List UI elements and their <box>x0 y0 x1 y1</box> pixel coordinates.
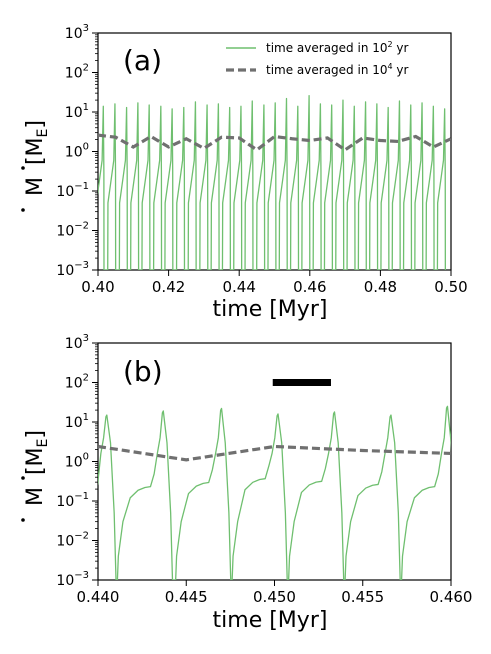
x-axis-label-a: time [Myr] <box>213 297 328 322</box>
y-tick-label-b-6: 103 <box>65 333 89 352</box>
legend-dashed-text: time averaged in 10 <box>266 63 388 77</box>
x-tick-label-a-1: 0.42 <box>152 278 185 296</box>
y-tick-exp-a-0: −3 <box>74 260 89 271</box>
y-tick-exp-a-2: −1 <box>74 181 89 192</box>
y-tick-label-b-5: 102 <box>65 373 89 392</box>
y-tick-label-a-0: 10−3 <box>56 260 89 279</box>
y-tick-base-a-2: 10 <box>56 184 74 200</box>
y-axis-label-b: M[ME] <box>21 430 51 522</box>
series-solid-b <box>98 405 451 580</box>
y-tick-exp-b-6: 3 <box>83 333 89 344</box>
y-tick-exp-a-4: 1 <box>83 102 89 113</box>
y-tick-base-b-1: 10 <box>56 534 74 550</box>
y-label-a-bracket-close: ] <box>23 120 48 129</box>
y-tick-base-a-4: 10 <box>65 105 83 121</box>
y-tick-label-a-1: 10−2 <box>56 221 89 240</box>
x-tick-label-a-0: 0.40 <box>81 278 114 296</box>
y-tick-label-b-3: 100 <box>65 452 89 471</box>
legend-solid-text: time averaged in 10 <box>266 41 388 55</box>
y-tick-label-b-0: 10−3 <box>56 570 89 589</box>
y-tick-label-b-1: 10−2 <box>56 531 89 550</box>
legend: time averaged in 102 yr time averaged in… <box>226 40 409 77</box>
y-label-b-bracket-close: ] <box>23 430 48 439</box>
legend-dashed-tail: yr <box>393 63 409 77</box>
y-label-a-unit-sub: E <box>35 129 51 138</box>
series-dashed-a <box>98 133 451 152</box>
y-tick-label-a-3: 100 <box>65 142 89 161</box>
y-tick-base-a-3: 10 <box>65 145 83 161</box>
y-tick-exp-b-4: 1 <box>83 412 89 423</box>
y-tick-base-a-1: 10 <box>56 224 74 240</box>
x-tick-label-b-2: 0.450 <box>253 588 296 606</box>
y-tick-exp-a-5: 2 <box>83 63 89 74</box>
y-tick-base-b-5: 10 <box>65 376 83 392</box>
y-label-a-unit: M <box>23 137 48 156</box>
y-tick-base-b-4: 10 <box>65 415 83 431</box>
x-tick-label-a-3: 0.46 <box>293 278 326 296</box>
y-label-b-dot <box>21 518 25 522</box>
x-tick-label-a-2: 0.44 <box>222 278 255 296</box>
y-tick-exp-b-2: −1 <box>74 491 89 502</box>
y-label-a-unit-dot <box>21 166 25 170</box>
y-label-b-mdot: M <box>23 487 48 506</box>
y-tick-label-b-2: 10−1 <box>56 491 89 510</box>
x-tick-label-a-5: 0.50 <box>434 278 467 296</box>
y-tick-exp-b-3: 0 <box>83 452 89 463</box>
y-label-a-mdot: M <box>23 177 48 196</box>
y-tick-exp-a-3: 0 <box>83 142 89 153</box>
y-label-b-unit: M <box>23 447 48 466</box>
y-label-b-text: M[ME] <box>23 430 51 506</box>
series-solid-a <box>98 94 446 270</box>
legend-dashed-sup: 4 <box>388 62 393 71</box>
x-tick-label-b-3: 0.455 <box>341 588 384 606</box>
y-tick-base-a-6: 10 <box>65 26 83 42</box>
panel-label-b: (b) <box>123 355 163 388</box>
y-tick-label-a-5: 102 <box>65 63 89 82</box>
legend-label-dashed: time averaged in 104 yr <box>266 62 409 77</box>
y-label-a-text: M[ME] <box>23 120 51 196</box>
y-tick-label-b-4: 101 <box>65 412 89 431</box>
x-axis-label-b: time [Myr] <box>213 608 328 633</box>
y-tick-base-b-0: 10 <box>56 573 74 589</box>
y-label-b-bracket-open: [ <box>23 466 48 475</box>
panel-label-a: (a) <box>123 44 162 77</box>
y-tick-exp-a-1: −2 <box>74 221 89 232</box>
series-dashed-b <box>98 444 451 462</box>
y-label-a-dot <box>21 208 25 212</box>
y-tick-label-a-4: 101 <box>65 102 89 121</box>
y-tick-exp-b-1: −2 <box>74 531 89 542</box>
y-tick-exp-b-0: −3 <box>74 570 89 581</box>
y-tick-base-a-0: 10 <box>56 263 74 279</box>
y-tick-base-b-3: 10 <box>65 455 83 471</box>
legend-solid-sup: 2 <box>388 40 393 49</box>
y-tick-base-b-2: 10 <box>56 494 74 510</box>
x-tick-label-a-4: 0.48 <box>364 278 397 296</box>
y-axis-label-a: M[ME] <box>21 120 51 212</box>
x-tick-label-b-0: 0.440 <box>77 588 120 606</box>
y-tick-base-a-5: 10 <box>65 66 83 82</box>
y-label-b-unit-dot <box>21 476 25 480</box>
y-tick-base-b-6: 10 <box>65 336 83 352</box>
y-tick-label-a-6: 103 <box>65 23 89 42</box>
legend-solid-tail: yr <box>393 41 409 55</box>
y-tick-exp-b-5: 2 <box>83 373 89 384</box>
x-tick-label-b-4: 0.460 <box>430 588 473 606</box>
y-label-a-bracket-open: [ <box>23 156 48 165</box>
y-tick-exp-a-6: 3 <box>83 23 89 34</box>
y-tick-label-a-2: 10−1 <box>56 181 89 200</box>
legend-label-solid: time averaged in 102 yr <box>266 40 409 55</box>
y-label-b-unit-sub: E <box>35 439 51 448</box>
x-tick-label-b-1: 0.445 <box>165 588 208 606</box>
